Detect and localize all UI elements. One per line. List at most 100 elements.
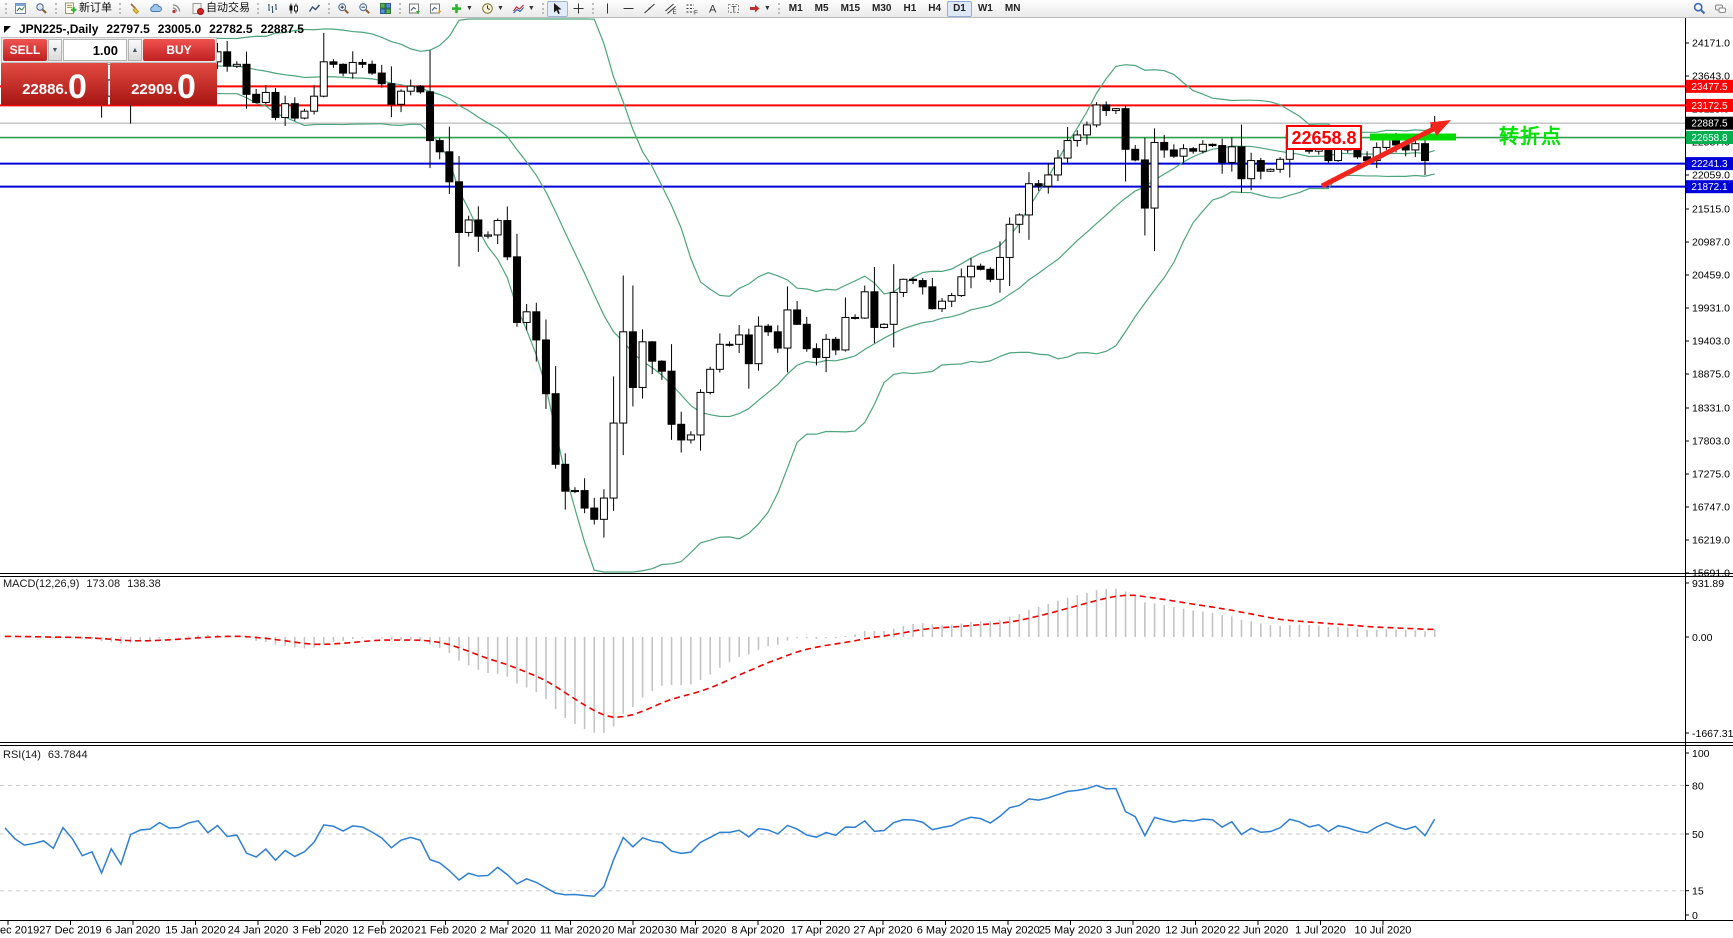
chart-title-row: JPN225-,Daily 22797.5 23005.0 22782.5 22…	[4, 23, 304, 35]
price-annotation-box[interactable]: 22658.8	[1286, 125, 1362, 150]
price-badge-label: 22887.5	[1691, 119, 1728, 130]
time-axis-label: 12 Jun 2020	[1165, 925, 1226, 937]
horizontal-line-button[interactable]	[618, 1, 639, 17]
label-button[interactable]: T	[723, 1, 744, 17]
new-order-button[interactable]: 新订单	[60, 1, 116, 17]
line-chart-button[interactable]	[304, 1, 325, 17]
trend-arrow-head[interactable]	[1429, 120, 1451, 136]
zoom-out-button[interactable]	[354, 1, 375, 17]
chart-style-button[interactable]: ▼	[508, 1, 539, 17]
macd-axis-label: 0.00	[1692, 632, 1713, 644]
macd-value-main: 173.08	[86, 578, 121, 590]
autotrade-label: 自动交易	[206, 2, 250, 14]
zoom-in-button[interactable]	[333, 1, 354, 17]
price-axis-label: 18331.0	[1692, 403, 1730, 415]
price-axis-label: 22059.0	[1692, 170, 1730, 182]
toolbar-group-handle[interactable]	[399, 3, 401, 14]
trendline-button[interactable]	[639, 1, 660, 17]
toolbar-group-handle[interactable]	[257, 3, 259, 14]
timeframe-m30-button[interactable]: M30	[872, 2, 892, 14]
toolbar-group-handle[interactable]	[55, 3, 57, 14]
volume-input[interactable]: 1.00	[63, 39, 127, 61]
toolbar-group-6	[539, 0, 589, 17]
toolbar-group-handle[interactable]	[541, 3, 544, 14]
market-watch-button[interactable]	[31, 1, 52, 17]
time-axis-label: 27 Dec 2019	[39, 925, 101, 937]
cloud-button[interactable]	[145, 1, 166, 17]
rsi-axis-label: 100	[1692, 748, 1710, 760]
buy-price-pips: 0	[176, 68, 196, 107]
timeframe-w1-button[interactable]: W1	[977, 2, 993, 14]
dropdown-caret-icon[interactable]: ▼	[466, 5, 473, 12]
timeframe-m15-button[interactable]: M15	[840, 2, 861, 14]
trend-arrow-line[interactable]	[1320, 125, 1438, 189]
toolbar-group-handle[interactable]	[119, 3, 121, 14]
buy-button[interactable]: BUY	[143, 39, 215, 61]
one-click-toggle-icon[interactable]	[4, 25, 11, 33]
text-icon: A	[709, 4, 717, 16]
rsi-axis-label: 15	[1692, 886, 1704, 898]
timeframe-mn-button[interactable]: MN	[1004, 2, 1021, 14]
autotrade-button[interactable]: 自动交易	[187, 1, 254, 17]
sell-price-tile[interactable]: 22886. 0	[1, 63, 108, 105]
new-chart-button[interactable]	[10, 1, 31, 17]
tile-windows-button[interactable]	[375, 1, 396, 17]
template-button[interactable]	[404, 1, 425, 17]
line-chart-icon	[308, 4, 321, 12]
time-axis-label: 8 Apr 2020	[731, 925, 784, 937]
sell-price-main: 22886.	[22, 81, 68, 98]
timeframe-m5-button[interactable]: M5	[814, 2, 829, 14]
price-badge-label: 23172.5	[1691, 101, 1728, 112]
time-axis-label: 30 Mar 2020	[665, 925, 727, 937]
dropdown-caret-icon[interactable]: ▼	[527, 5, 535, 12]
new-order-icon	[65, 2, 77, 14]
add-indicator-button[interactable]: ▼	[446, 1, 477, 17]
sell-button[interactable]: SELL	[3, 39, 47, 61]
buy-price-main: 22909.	[131, 81, 177, 98]
cleanup-button[interactable]	[124, 1, 145, 17]
timeframe-d1-button[interactable]: D1	[947, 0, 972, 17]
search-button[interactable]	[1689, 1, 1710, 17]
macd-indicator-label: MACD(12,26,9) 173.08 138.38	[3, 578, 161, 590]
vertical-line-button[interactable]	[597, 1, 618, 17]
toolbar-group-handle[interactable]	[328, 3, 330, 14]
candle-chart-button[interactable]	[283, 1, 304, 17]
arrows-button[interactable]: ▼	[744, 1, 775, 17]
dropdown-caret-icon[interactable]: ▼	[763, 5, 771, 12]
toolbar-group-handle[interactable]	[777, 3, 780, 14]
price-badge	[1686, 131, 1733, 145]
time-axis-label: 17 Apr 2020	[791, 925, 850, 937]
chat-button[interactable]	[1710, 1, 1731, 17]
toolbar-group-handle[interactable]	[5, 3, 7, 14]
text-button[interactable]: A	[702, 1, 723, 17]
dropdown-caret-icon[interactable]: ▼	[496, 5, 504, 12]
turning-point-annotation[interactable]: 转折点	[1499, 126, 1562, 148]
timeframe-m1-button[interactable]: M1	[788, 2, 803, 14]
toolbar-group-4	[325, 0, 396, 17]
crosshair-button[interactable]	[568, 1, 589, 17]
template-icon	[409, 3, 420, 15]
rsi-title: RSI(14)	[3, 749, 41, 761]
channel-button[interactable]: E	[660, 1, 681, 17]
volume-decrease-button[interactable]: ▼	[48, 39, 62, 61]
profiles-button[interactable]	[425, 1, 446, 17]
time-axis-label: 1 Jul 2020	[1295, 925, 1346, 937]
timeframe-h4-button[interactable]: H4	[928, 2, 942, 14]
toolbar-group-handle[interactable]	[591, 3, 594, 14]
fibonacci-button[interactable]: F	[681, 1, 702, 17]
channel-icon: E	[664, 3, 676, 15]
timeframe-h1-button[interactable]: H1	[903, 2, 917, 14]
clock-button[interactable]: ▼	[477, 1, 508, 17]
one-click-trading-panel: SELL ▼ 1.00 ▲ BUY 22886. 0 22909. 0	[1, 37, 217, 105]
chart-open: 22797.5	[106, 22, 150, 36]
new-order-label: 新订单	[79, 2, 112, 14]
buy-price-tile[interactable]: 22909. 0	[110, 63, 217, 105]
bar-chart-button[interactable]	[262, 1, 283, 17]
price-badge-label: 22658.8	[1691, 133, 1728, 144]
signals-button[interactable]	[166, 1, 187, 17]
volume-increase-button[interactable]: ▲	[128, 39, 142, 61]
chart-symbol-period: JPN225-,Daily	[19, 22, 99, 36]
autotrade-icon	[192, 3, 204, 15]
cursor-button[interactable]	[546, 0, 568, 17]
